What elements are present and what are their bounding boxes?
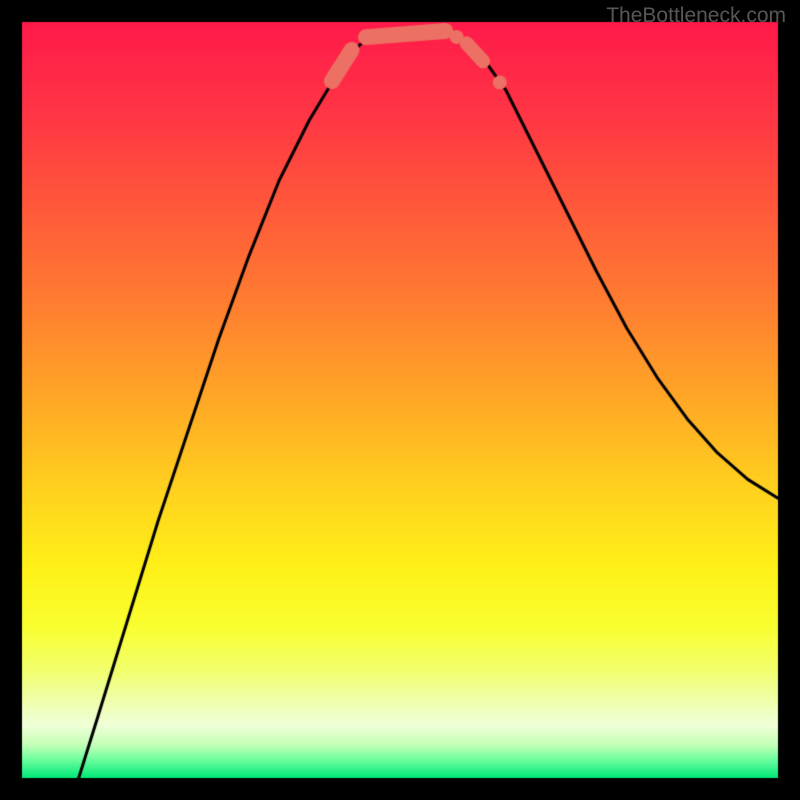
- chart-container: TheBottleneck.com: [0, 0, 800, 800]
- bottleneck-curve-chart: [0, 0, 800, 800]
- watermark-text: TheBottleneck.com: [606, 4, 786, 28]
